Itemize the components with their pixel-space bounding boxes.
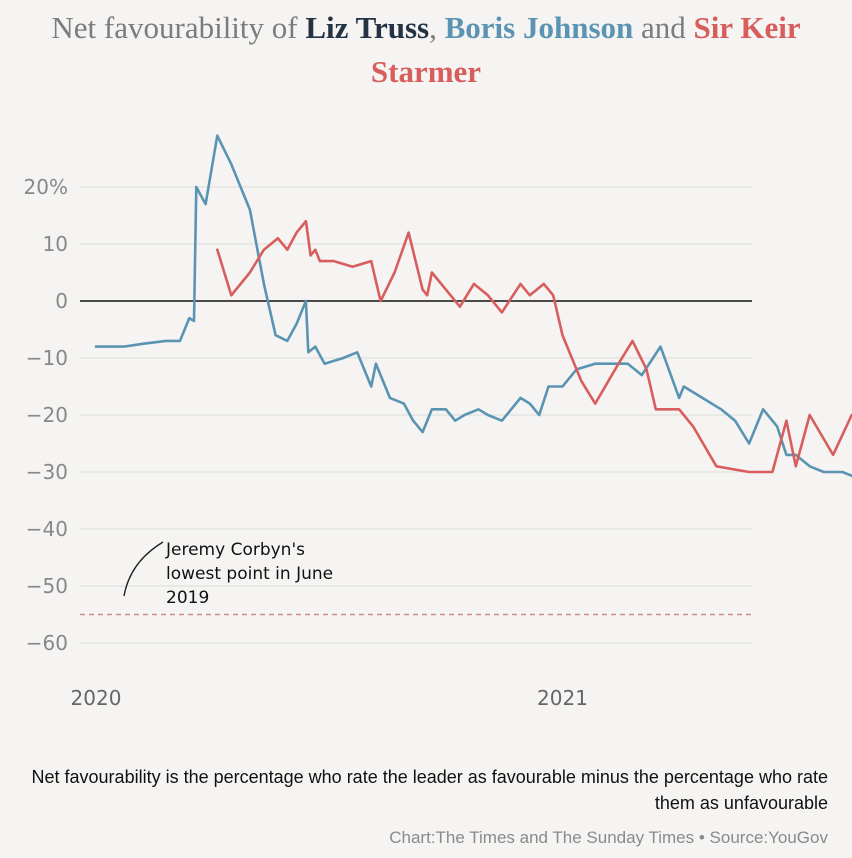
series-line-starmer <box>216 219 852 474</box>
y-tick-label: 10 <box>43 232 68 256</box>
title-starmer: Sir Keir Starmer <box>370 10 801 89</box>
title-sep1: , <box>429 10 445 45</box>
y-tick-label: −60 <box>26 631 68 655</box>
y-tick-label: −10 <box>26 346 68 370</box>
title-truss: Liz Truss <box>305 10 430 45</box>
footnote: Net favourability is the percentage who … <box>31 767 828 813</box>
y-tick-label: −20 <box>26 403 68 427</box>
title-sep2: and <box>633 10 694 45</box>
y-tick-label: −40 <box>26 517 68 541</box>
series-line-johnson <box>94 134 852 478</box>
title-prefix: Net favourability of <box>51 10 306 45</box>
annotation-pointer <box>123 541 164 597</box>
y-tick-label: 20% <box>24 175 68 199</box>
credit: Chart:The Times and The Sunday Times • S… <box>389 828 828 847</box>
x-tick-label: 2021 <box>537 686 588 710</box>
title-johnson: Boris Johnson <box>444 10 634 45</box>
corbyn-annotation: Jeremy Corbyn's lowest point in June 2019 <box>165 540 333 608</box>
y-tick-label: −30 <box>26 460 68 484</box>
y-tick-label: −50 <box>26 574 68 598</box>
y-tick-label: 0 <box>55 289 68 313</box>
x-tick-label: 2020 <box>71 686 122 710</box>
chart-title: Net favourability of Liz Truss, Boris Jo… <box>20 6 832 94</box>
line-chart: 20%100−10−20−30−40−50−60202020212022Jere… <box>24 134 852 710</box>
